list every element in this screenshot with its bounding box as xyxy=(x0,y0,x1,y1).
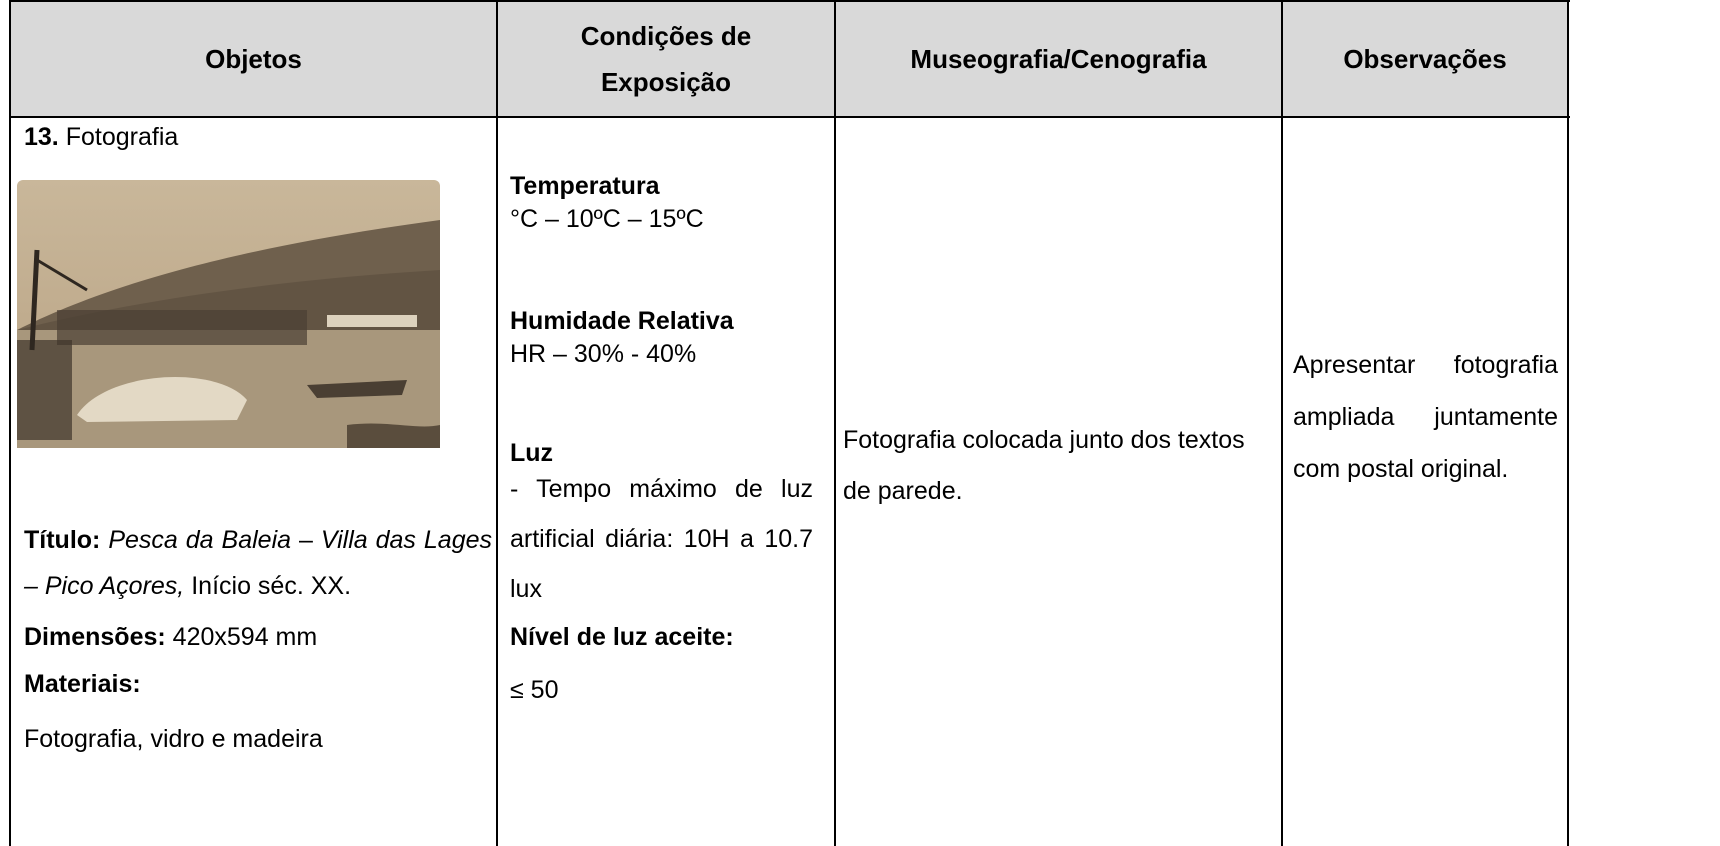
museography: Fotografia colocada junto dos textos de … xyxy=(843,426,1245,505)
date: Início séc. XX. xyxy=(191,572,352,600)
border xyxy=(496,0,498,846)
label: Luz xyxy=(510,439,554,467)
object-dimensions: Dimensões: 420x594 mm xyxy=(24,614,317,660)
header-cell: Condições de Exposição xyxy=(497,0,835,117)
humidity: Humidade Relativa HR – 30% - 40% xyxy=(510,305,734,371)
light-label: Luz xyxy=(510,437,553,470)
light-level: ≤ 50 xyxy=(510,676,559,704)
observations: Apresentar fotografia ampliada juntament… xyxy=(1293,351,1558,483)
border xyxy=(834,0,836,846)
place: Villa das Lages – Pico Açores, xyxy=(24,526,493,600)
header-cell: Museografia/Cenografia xyxy=(835,0,1282,117)
header-cell: Observações xyxy=(1282,0,1568,117)
value: °C – 10ºC – 15ºC xyxy=(510,205,704,233)
label: Título: xyxy=(24,526,101,554)
border xyxy=(1281,0,1283,846)
border xyxy=(1567,0,1569,846)
object-title: Título: Pesca da Baleia – Villa das Lage… xyxy=(24,517,492,609)
value: 420x594 mm xyxy=(172,623,318,651)
label: Temperatura xyxy=(510,172,660,200)
border xyxy=(10,0,1570,2)
object-heading: 13. Fotografia xyxy=(24,122,178,152)
temperature: Temperatura °C – 10ºC – 15ºC xyxy=(510,170,704,236)
object-name: Fotografia xyxy=(65,123,179,151)
separator: – xyxy=(299,526,313,554)
header-cell: Objetos xyxy=(10,0,497,117)
photo xyxy=(17,180,440,448)
label: Dimensões: xyxy=(24,623,166,651)
value: HR – 30% - 40% xyxy=(510,340,697,368)
label: Materiais: xyxy=(24,670,141,698)
light-level-label: Nível de luz aceite: xyxy=(510,614,734,660)
border xyxy=(9,0,11,846)
light: - Tempo máximo de luz artificial diária:… xyxy=(510,475,813,603)
border xyxy=(10,116,1570,118)
object-materials-label: Materiais: xyxy=(24,661,141,707)
title: Pesca da Baleia xyxy=(108,526,292,554)
label: Nível de luz aceite: xyxy=(510,623,734,651)
label: Humidade Relativa xyxy=(510,307,734,335)
object-number: 13. xyxy=(24,123,59,151)
object-materials: Fotografia, vidro e madeira xyxy=(24,725,323,753)
